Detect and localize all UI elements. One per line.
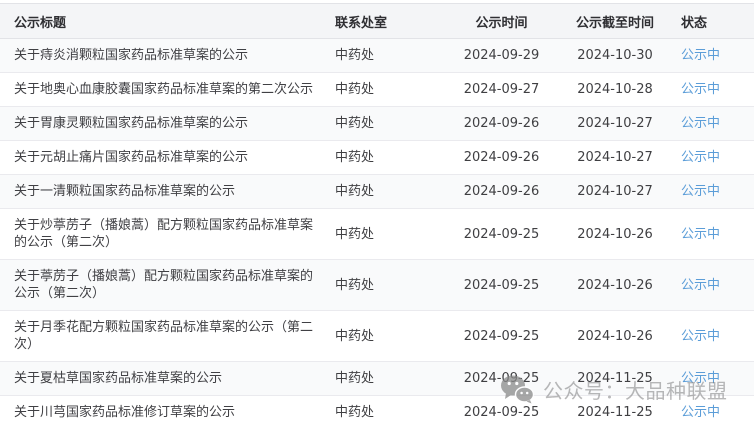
publish-date-cell: 2024-09-25 (463, 405, 540, 420)
announcement-table: 公示标题 联系处室 公示时间 公示截至时间 状态 关于痔炎消颗粒国家药品标准草案… (0, 3, 754, 425)
announcement-title-link[interactable]: 关于胃康灵颗粒国家药品标准草案的公示 (14, 116, 249, 131)
table-row: 关于地奥心血康胶囊国家药品标准草案的第二次公示 中药处 2024-09-27 2024… (0, 72, 754, 107)
department-cell: 中药处 (335, 150, 375, 165)
publish-date-cell: 2024-09-26 (463, 184, 540, 199)
table-row: 关于夏枯草国家药品标准草案的公示 中药处 2024-09-25 2024-11-25 公… (0, 361, 754, 396)
table-row: 关于痔炎消颗粒国家药品标准草案的公示 中药处 2024-09-29 2024-10-3… (0, 38, 754, 73)
publish-date-cell: 2024-09-26 (463, 150, 540, 165)
department-cell: 中药处 (335, 405, 375, 420)
status-link[interactable]: 公示中 (681, 48, 721, 63)
table-row: 关于胃康灵颗粒国家药品标准草案的公示 中药处 2024-09-26 2024-10-2… (0, 106, 754, 141)
publish-date-cell: 2024-09-26 (463, 116, 540, 131)
deadline-date-cell: 2024-10-27 (577, 116, 653, 131)
announcement-title-link[interactable]: 关于炒葶苈子（播娘蒿）配方颗粒国家药品标准草案的公示（第二次） (14, 218, 314, 250)
status-link[interactable]: 公示中 (681, 150, 721, 165)
deadline-date-cell: 2024-11-25 (577, 371, 653, 386)
status-link[interactable]: 公示中 (681, 82, 721, 97)
column-header-publish: 公示时间 (448, 3, 555, 39)
announcement-title-link[interactable]: 关于川芎国家药品标准修订草案的公示 (14, 405, 236, 420)
department-cell: 中药处 (335, 226, 375, 242)
status-link[interactable]: 公示中 (681, 328, 721, 344)
column-header-deadline: 公示截至时间 (555, 3, 675, 39)
announcement-title-link[interactable]: 关于元胡止痛片国家药品标准草案的公示 (14, 150, 249, 165)
deadline-date-cell: 2024-10-30 (577, 48, 653, 63)
table-row: 关于元胡止痛片国家药品标准草案的公示 中药处 2024-09-26 2024-10-2… (0, 140, 754, 175)
department-cell: 中药处 (335, 48, 375, 63)
column-header-status: 状态 (675, 3, 754, 39)
announcement-title-link[interactable]: 关于夏枯草国家药品标准草案的公示 (14, 371, 223, 386)
deadline-date-cell: 2024-11-25 (577, 405, 653, 420)
publish-date-cell: 2024-09-25 (463, 226, 540, 242)
deadline-date-cell: 2024-10-26 (577, 277, 653, 293)
status-link[interactable]: 公示中 (681, 371, 721, 386)
status-link[interactable]: 公示中 (681, 116, 721, 131)
department-cell: 中药处 (335, 277, 375, 293)
status-link[interactable]: 公示中 (681, 226, 721, 242)
publish-date-cell: 2024-09-25 (463, 371, 540, 386)
announcement-title-link[interactable]: 关于月季花配方颗粒国家药品标准草案的公示（第二次） (14, 320, 314, 352)
column-header-title: 公示标题 (0, 3, 330, 39)
status-link[interactable]: 公示中 (681, 184, 721, 199)
status-link[interactable]: 公示中 (681, 405, 721, 420)
deadline-date-cell: 2024-10-26 (577, 226, 653, 242)
table-header: 公示标题 联系处室 公示时间 公示截至时间 状态 (0, 3, 754, 39)
department-cell: 中药处 (335, 184, 375, 199)
table-row: 关于炒葶苈子（播娘蒿）配方颗粒国家药品标准草案的公示（第二次） 中药处 2024-0… (0, 208, 754, 260)
table-row: 关于川芎国家药品标准修订草案的公示 中药处 2024-09-25 2024-11-25… (0, 395, 754, 425)
table-row: 关于一清颗粒国家药品标准草案的公示 中药处 2024-09-26 2024-10-27… (0, 174, 754, 209)
department-cell: 中药处 (335, 328, 375, 344)
publish-date-cell: 2024-09-25 (463, 328, 540, 344)
department-cell: 中药处 (335, 371, 375, 386)
announcement-table-body: 关于痔炎消颗粒国家药品标准草案的公示 中药处 2024-09-29 2024-10-3… (0, 38, 754, 425)
publish-date-cell: 2024-09-29 (463, 48, 540, 63)
department-cell: 中药处 (335, 82, 375, 97)
announcement-title-link[interactable]: 关于痔炎消颗粒国家药品标准草案的公示 (14, 48, 249, 63)
department-cell: 中药处 (335, 116, 375, 131)
deadline-date-cell: 2024-10-27 (577, 150, 653, 165)
table-row: 关于葶苈子（播娘蒿）配方颗粒国家药品标准草案的公示（第二次） 中药处 2024-09… (0, 259, 754, 311)
deadline-date-cell: 2024-10-27 (577, 184, 653, 199)
status-link[interactable]: 公示中 (681, 277, 721, 293)
announcement-title-link[interactable]: 关于地奥心血康胶囊国家药品标准草案的第二次公示 (14, 82, 314, 97)
publish-date-cell: 2024-09-27 (463, 82, 540, 97)
announcement-title-link[interactable]: 关于葶苈子（播娘蒿）配方颗粒国家药品标准草案的公示（第二次） (14, 269, 314, 301)
column-header-dept: 联系处室 (330, 3, 448, 39)
publish-date-cell: 2024-09-25 (463, 277, 540, 293)
announcement-title-link[interactable]: 关于一清颗粒国家药品标准草案的公示 (14, 184, 236, 199)
deadline-date-cell: 2024-10-28 (577, 82, 653, 97)
table-row: 关于月季花配方颗粒国家药品标准草案的公示（第二次） 中药处 2024-09-25 20… (0, 310, 754, 362)
deadline-date-cell: 2024-10-26 (577, 328, 653, 344)
